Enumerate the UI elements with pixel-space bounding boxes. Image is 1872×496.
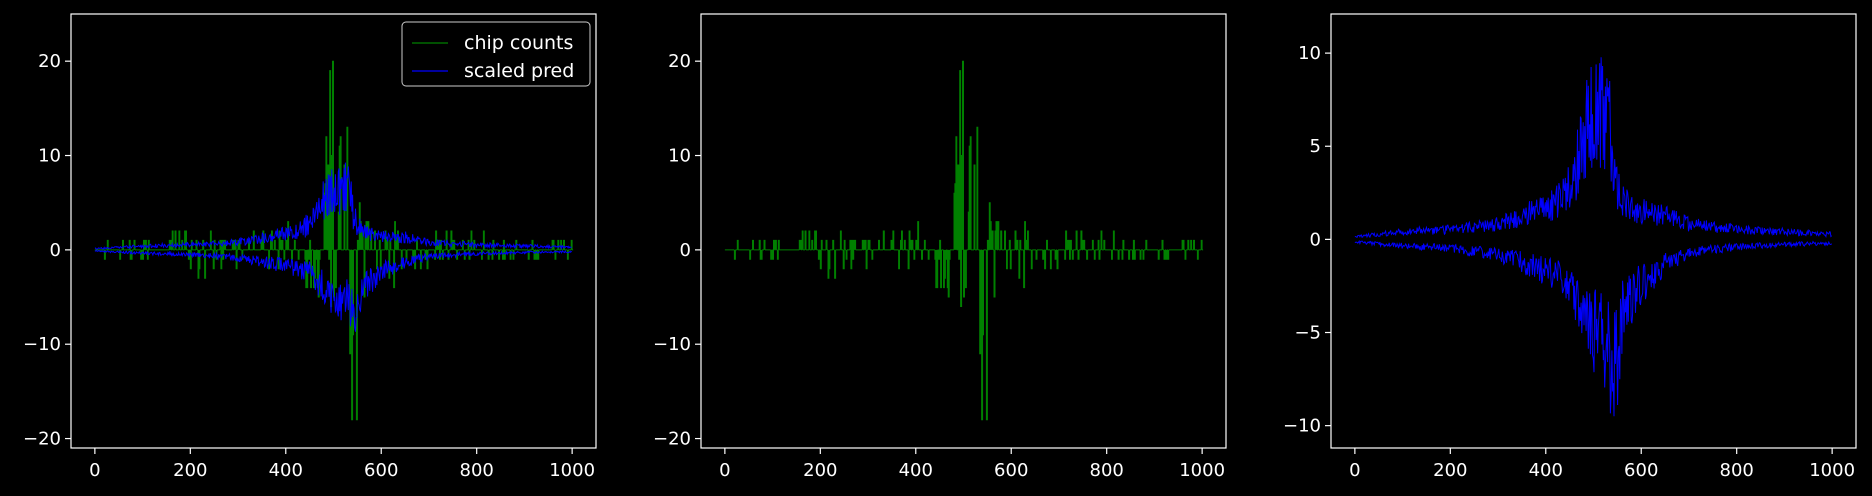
y-tick-label: 0 (50, 240, 61, 261)
series-1-line-upper (1354, 57, 1833, 239)
x-tick-label: 600 (364, 460, 398, 481)
y-tick-label: 10 (668, 146, 691, 167)
x-tick-label: 200 (803, 460, 837, 481)
legend-label-chip-counts: chip counts (464, 32, 573, 54)
series-scaled-pred-line-lower (94, 249, 573, 332)
x-tick-label: 200 (173, 460, 207, 481)
plot-area (724, 60, 1204, 421)
x-tick-label: 1000 (549, 460, 595, 481)
x-tick-label: 800 (460, 460, 494, 481)
chart-panel-3: 0 200 400 600 800 1000 −10 −5 0 5 10 (1283, 13, 1857, 481)
x-tick-label: 800 (1090, 460, 1124, 481)
y-tick-label: −5 (1294, 323, 1321, 344)
x-tick-label: 400 (899, 460, 933, 481)
y-tick-label: 10 (1298, 43, 1321, 64)
x-tick-label: 0 (89, 460, 100, 481)
series-chip-counts-line (94, 60, 574, 421)
x-tick-label: 0 (1349, 460, 1360, 481)
series-scaled-pred-line-upper (94, 162, 572, 251)
x-tick-label: 400 (269, 460, 303, 481)
x-tick-label: 600 (1624, 460, 1658, 481)
x-tick-label: 600 (994, 460, 1028, 481)
y-tick-label: −10 (23, 334, 61, 355)
y-tick-label: 0 (1310, 229, 1321, 250)
x-tick-label: 400 (1529, 460, 1563, 481)
y-tick-label: −20 (23, 429, 61, 450)
x-tick-label: 800 (1720, 460, 1754, 481)
axes-frame (700, 13, 1227, 449)
plot-area (94, 60, 574, 421)
series-1-line-lower (1354, 239, 1833, 417)
legend: chip counts scaled pred (401, 21, 591, 87)
y-tick-label: 20 (668, 51, 691, 72)
y-tick-label: −10 (653, 334, 691, 355)
x-tick-label: 200 (1433, 460, 1467, 481)
y-tick-label: 5 (1310, 136, 1321, 157)
chart-panel-1: 0 200 400 600 800 1000 −20 −10 0 10 20 chip counts s… (23, 13, 597, 481)
y-tick-label: 20 (38, 51, 61, 72)
axes-frame (70, 13, 597, 449)
y-tick-label: 0 (680, 240, 691, 261)
x-tick-label: 1000 (1809, 460, 1855, 481)
y-tick-label: 10 (38, 146, 61, 167)
plot-area (1354, 57, 1833, 417)
legend-label-scaled-pred: scaled pred (464, 60, 574, 82)
legend-box (401, 21, 591, 87)
y-tick-label: −20 (653, 429, 691, 450)
chart-panel-2: 0 200 400 600 800 1000 −20 −10 0 10 20 (653, 13, 1227, 481)
x-tick-label: 1000 (1179, 460, 1225, 481)
series-1-line (724, 60, 1204, 421)
x-tick-label: 0 (719, 460, 730, 481)
y-tick-label: −10 (1283, 416, 1321, 437)
axes-frame (1330, 13, 1857, 449)
